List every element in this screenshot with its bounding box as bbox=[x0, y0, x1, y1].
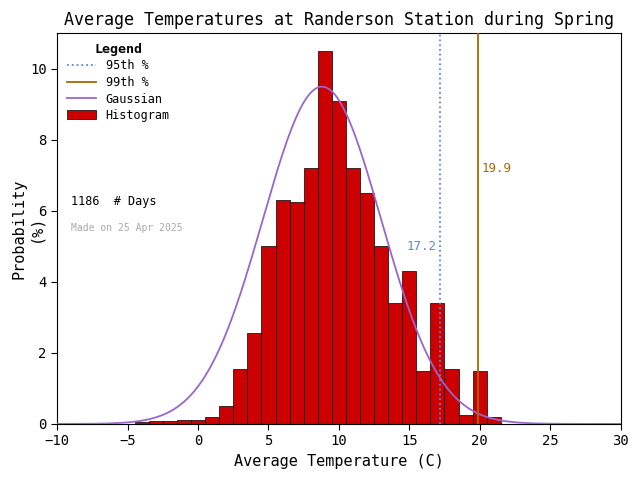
Bar bbox=[191, 420, 205, 424]
Legend: 95th %, 99th %, Gaussian, Histogram: 95th %, 99th %, Gaussian, Histogram bbox=[63, 39, 173, 126]
Bar bbox=[205, 417, 219, 424]
Bar bbox=[346, 168, 360, 424]
Text: 1186  # Days: 1186 # Days bbox=[71, 195, 157, 208]
Bar bbox=[374, 246, 388, 424]
Text: 17.2: 17.2 bbox=[406, 240, 436, 253]
Bar bbox=[219, 406, 233, 424]
Bar bbox=[332, 101, 346, 424]
Bar bbox=[247, 334, 261, 424]
Bar bbox=[431, 303, 445, 424]
Bar bbox=[134, 422, 148, 424]
Bar bbox=[148, 421, 163, 424]
Bar bbox=[177, 420, 191, 424]
Bar bbox=[403, 271, 417, 424]
Bar bbox=[163, 421, 177, 424]
Bar bbox=[304, 168, 318, 424]
X-axis label: Average Temperature (C): Average Temperature (C) bbox=[234, 454, 444, 469]
Bar bbox=[417, 371, 431, 424]
Bar bbox=[445, 369, 459, 424]
Bar bbox=[318, 51, 332, 424]
Bar bbox=[261, 246, 275, 424]
Bar bbox=[487, 417, 501, 424]
Y-axis label: Probability
(%): Probability (%) bbox=[11, 179, 44, 279]
Bar bbox=[459, 415, 473, 424]
Text: Made on 25 Apr 2025: Made on 25 Apr 2025 bbox=[71, 223, 183, 233]
Bar bbox=[275, 200, 289, 424]
Bar bbox=[233, 369, 247, 424]
Bar bbox=[388, 303, 403, 424]
Bar bbox=[473, 371, 487, 424]
Bar bbox=[289, 202, 304, 424]
Text: 19.9: 19.9 bbox=[481, 162, 511, 175]
Title: Average Temperatures at Randerson Station during Spring: Average Temperatures at Randerson Statio… bbox=[64, 11, 614, 29]
Bar bbox=[360, 193, 374, 424]
